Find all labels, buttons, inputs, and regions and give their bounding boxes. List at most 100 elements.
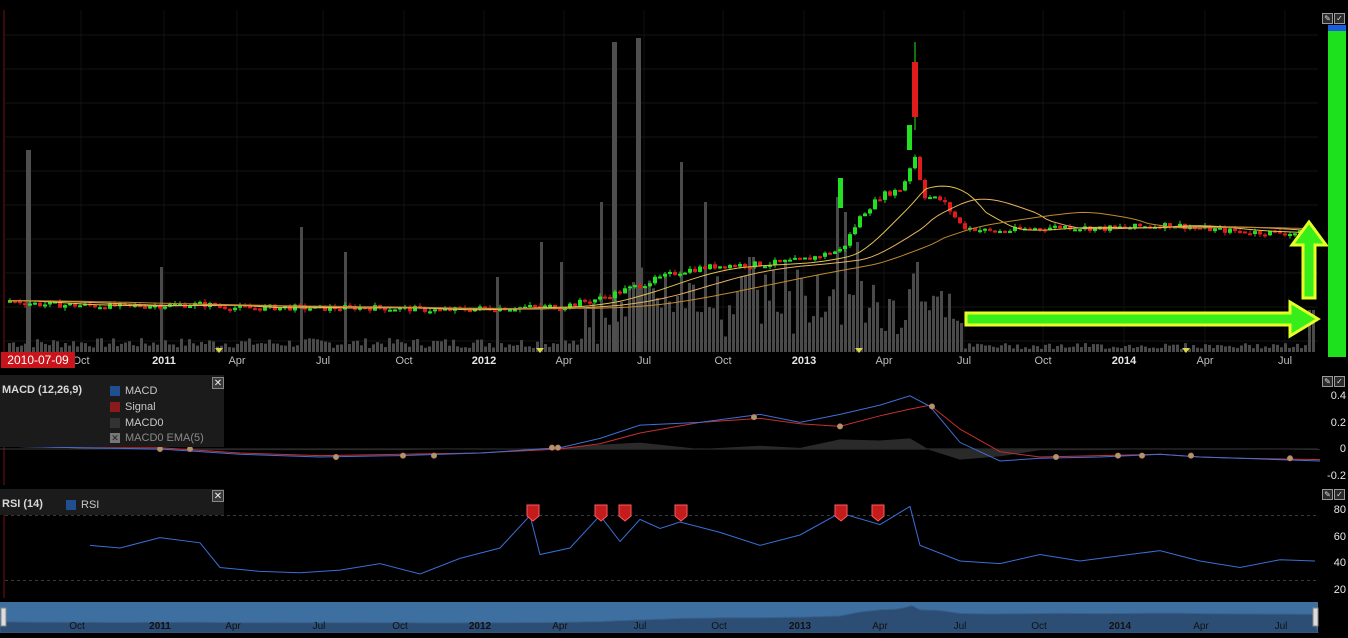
candle bbox=[1218, 227, 1222, 230]
candle bbox=[888, 191, 892, 196]
volume-bar bbox=[496, 277, 499, 352]
x-tick-label: Oct bbox=[395, 355, 412, 367]
legend-item-macd: MACD bbox=[110, 385, 157, 397]
volume-bar bbox=[520, 340, 523, 352]
volume-bar bbox=[440, 341, 443, 352]
volume-bar bbox=[720, 319, 723, 352]
candle bbox=[1248, 233, 1252, 236]
vertical-arrow bbox=[1289, 219, 1329, 300]
navigator-tick-label: 2013 bbox=[789, 621, 812, 632]
navigator-left-handle[interactable] bbox=[0, 607, 7, 627]
close-rsi-icon[interactable]: ✕ bbox=[212, 490, 224, 502]
volume-bar bbox=[448, 345, 451, 352]
candle bbox=[843, 245, 847, 250]
volume-bar bbox=[756, 289, 759, 352]
x-tick-label: Oct bbox=[72, 355, 89, 367]
volume-bar bbox=[1024, 347, 1027, 352]
candle bbox=[228, 308, 232, 311]
close-macd-icon[interactable]: ✕ bbox=[212, 377, 224, 389]
y-tick-label: -0.2 bbox=[1327, 470, 1346, 482]
volume-bar bbox=[92, 347, 95, 352]
candle bbox=[1233, 228, 1237, 231]
volume-bar bbox=[464, 347, 467, 352]
candle bbox=[803, 257, 807, 260]
volume-bar bbox=[1132, 348, 1135, 352]
volume-bar bbox=[1216, 344, 1219, 352]
volume-bar bbox=[148, 345, 151, 352]
candle bbox=[688, 268, 692, 273]
volume-bar bbox=[672, 311, 675, 352]
volume-bar bbox=[400, 342, 403, 352]
volume-bar bbox=[108, 343, 111, 352]
volume-bar bbox=[1004, 343, 1007, 352]
candle bbox=[108, 303, 112, 309]
candle bbox=[28, 303, 32, 306]
volume-bar bbox=[704, 202, 707, 352]
disabled-x-icon[interactable]: ✕ bbox=[110, 433, 120, 443]
legend-label: RSI bbox=[81, 499, 100, 511]
volume-bar bbox=[688, 282, 691, 352]
volume-bar bbox=[692, 284, 695, 352]
volume-bar bbox=[868, 307, 871, 352]
volume-bar bbox=[984, 345, 987, 352]
navigator-right-handle[interactable] bbox=[1312, 607, 1319, 627]
navigator-tick-label: Jul bbox=[634, 621, 647, 632]
candle bbox=[1133, 223, 1137, 228]
candle bbox=[788, 259, 792, 262]
volume-bar bbox=[184, 345, 187, 352]
candle bbox=[783, 259, 787, 262]
crossover-dot bbox=[1139, 452, 1145, 459]
volume-bar bbox=[1212, 348, 1215, 352]
candle bbox=[48, 301, 52, 305]
volume-bar bbox=[460, 347, 463, 352]
volume-bar bbox=[1188, 348, 1191, 352]
volume-bar bbox=[972, 346, 975, 352]
edit-pencil-icon[interactable]: ✎ bbox=[1322, 489, 1333, 500]
candle bbox=[188, 306, 192, 309]
volume-bar bbox=[1196, 347, 1199, 352]
candle bbox=[493, 310, 497, 313]
legend-item-macd0-ema: ✕ MACD0 EMA(5) bbox=[110, 432, 204, 444]
crossover-dot bbox=[431, 452, 437, 459]
candle bbox=[988, 228, 992, 231]
volume-bar bbox=[1044, 344, 1047, 352]
candle bbox=[613, 291, 617, 299]
volume-bar bbox=[780, 313, 783, 352]
volume-bar bbox=[316, 339, 319, 352]
volume-bar bbox=[1268, 347, 1271, 352]
volume-bar bbox=[920, 301, 923, 352]
volume-bar bbox=[408, 346, 411, 352]
volume-bar bbox=[848, 294, 851, 352]
volume-bar bbox=[948, 293, 951, 352]
candle bbox=[233, 307, 237, 311]
candle bbox=[778, 259, 782, 262]
candle bbox=[478, 306, 482, 309]
check-icon[interactable]: ✓ bbox=[1334, 13, 1345, 24]
crossover-dot bbox=[1053, 453, 1059, 460]
volume-bar bbox=[320, 340, 323, 352]
candle bbox=[933, 196, 937, 199]
volume-bar bbox=[1144, 346, 1147, 352]
candle bbox=[713, 264, 717, 269]
volume-bar bbox=[636, 38, 641, 352]
candle bbox=[223, 306, 227, 309]
candle bbox=[863, 213, 867, 217]
check-icon[interactable]: ✓ bbox=[1334, 376, 1345, 387]
candle bbox=[853, 227, 857, 235]
volume-bar bbox=[800, 277, 803, 352]
candle bbox=[533, 305, 537, 308]
volume-bar bbox=[1232, 347, 1235, 352]
volume-bar bbox=[896, 334, 899, 352]
volume-bar bbox=[336, 344, 339, 352]
candle bbox=[118, 303, 122, 307]
check-icon[interactable]: ✓ bbox=[1334, 489, 1345, 500]
volume-bar bbox=[628, 288, 631, 352]
candle bbox=[383, 308, 387, 311]
navigator-tick-label: Apr bbox=[552, 621, 568, 632]
volume-bar bbox=[44, 343, 47, 352]
edit-pencil-icon[interactable]: ✎ bbox=[1322, 376, 1333, 387]
edit-pencil-icon[interactable]: ✎ bbox=[1322, 13, 1333, 24]
volume-bar bbox=[124, 342, 127, 352]
volume-bar bbox=[1128, 344, 1131, 352]
candle bbox=[907, 125, 912, 150]
